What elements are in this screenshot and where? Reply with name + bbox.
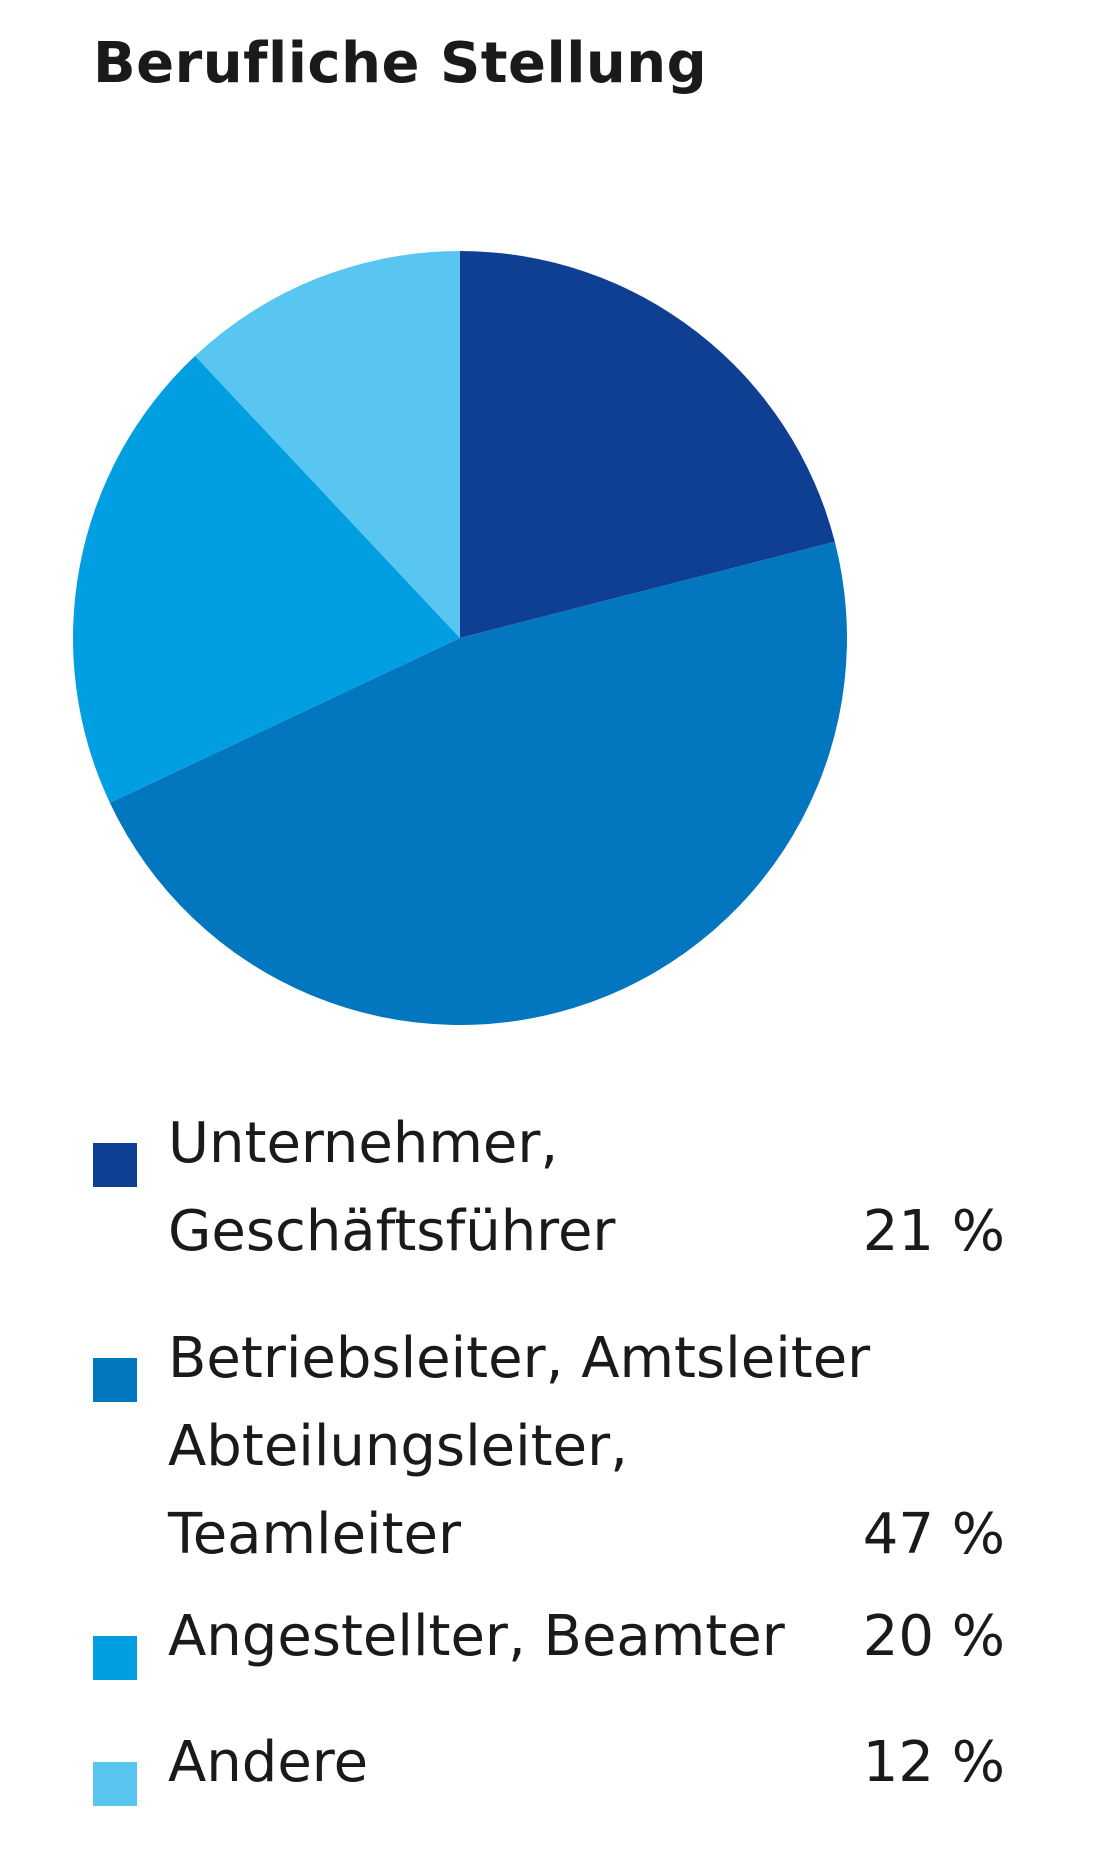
pie-slice-1 <box>109 541 848 1026</box>
legend-value: 47 % <box>862 1502 1005 1567</box>
pie-chart <box>73 251 848 1026</box>
pie-slice-3 <box>195 251 461 638</box>
legend-swatch <box>93 1358 137 1402</box>
legend-swatch <box>93 1762 137 1806</box>
legend-value: 12 % <box>862 1730 1005 1795</box>
legend-value: 20 % <box>862 1604 1005 1669</box>
legend-label: Betriebsleiter, Amtsleiter Abteilungslei… <box>168 1326 871 1567</box>
legend-value: 21 % <box>862 1199 1005 1264</box>
pie-slice-0 <box>460 251 835 638</box>
legend-swatch <box>93 1143 137 1187</box>
chart-title: Berufliche Stellung <box>93 31 708 96</box>
legend-label: Unternehmer, Geschäftsführer <box>168 1111 616 1264</box>
legend-label: Angestellter, Beamter <box>168 1604 785 1669</box>
legend-swatch <box>93 1636 137 1680</box>
pie-slice-2 <box>73 355 461 803</box>
legend-label: Andere <box>168 1730 369 1795</box>
